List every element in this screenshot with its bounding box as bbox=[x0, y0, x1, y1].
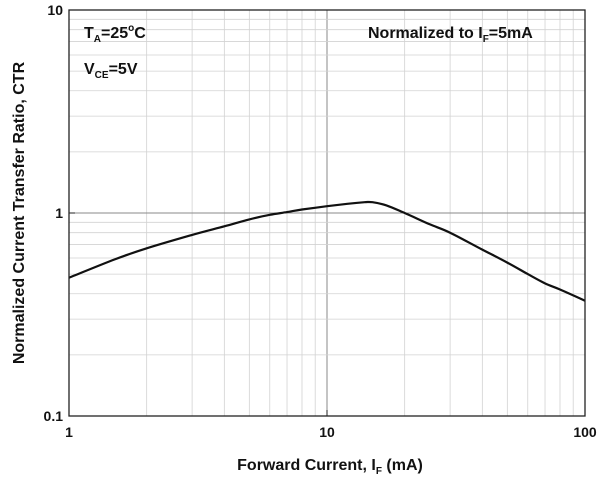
ctr-curve bbox=[68, 200, 586, 302]
y-tick-label: 10 bbox=[47, 2, 63, 18]
x-tick-label: 10 bbox=[319, 424, 335, 440]
grid bbox=[69, 10, 585, 416]
series-layer bbox=[68, 200, 586, 302]
annotation-normalized: Normalized to IF=5mA bbox=[368, 25, 533, 45]
y-tick-label: 0.1 bbox=[44, 408, 64, 424]
annotation-temperature: TA=25oC bbox=[84, 23, 146, 45]
x-tick-label: 100 bbox=[573, 424, 597, 440]
x-tick-label: 1 bbox=[65, 424, 73, 440]
y-axis-title: Normalized Current Transfer Ratio, CTR bbox=[11, 61, 28, 364]
y-tick-label: 1 bbox=[55, 205, 63, 221]
x-axis-title: Forward Current, IF (mA) bbox=[237, 457, 423, 477]
annotation-vce: VCE=5V bbox=[84, 61, 138, 81]
